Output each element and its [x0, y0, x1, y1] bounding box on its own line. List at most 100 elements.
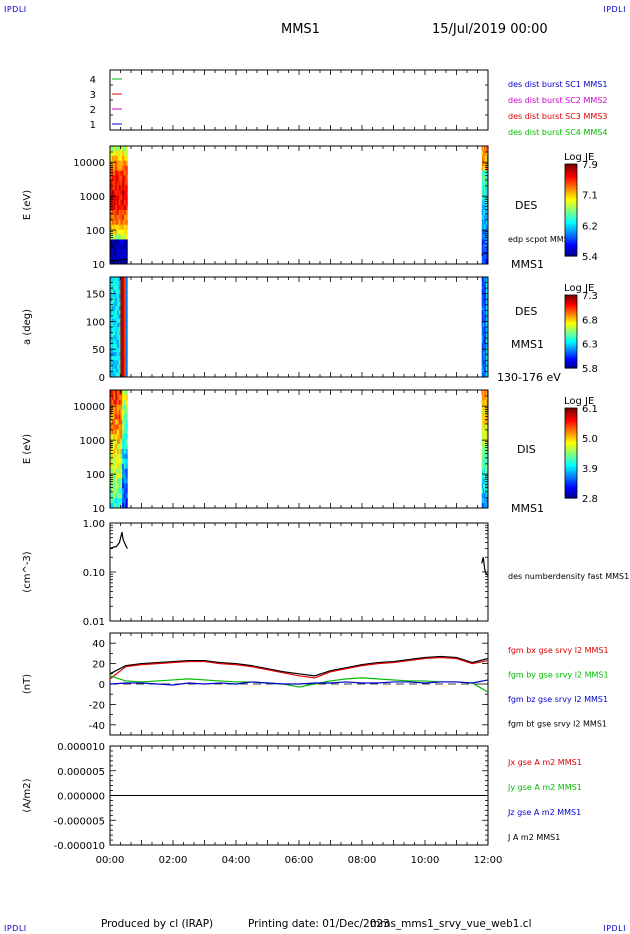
dis_energy-cell	[482, 468, 484, 474]
des_energy-cell	[113, 234, 116, 240]
dis_energy-cell	[485, 503, 487, 509]
des_pitch-cell	[486, 339, 488, 345]
des_pitch-cell	[486, 318, 488, 324]
dis_energy-cell	[484, 424, 486, 430]
des_energy-cell	[484, 239, 486, 245]
dis_energy-cell	[481, 449, 483, 455]
des_energy-cell	[120, 259, 123, 265]
des_pitch-cell	[110, 331, 113, 336]
dis_energy-cell	[120, 409, 123, 415]
dis-energy-colorbar-color-step	[565, 477, 577, 481]
dis_energy-cell	[484, 439, 486, 445]
des_energy-cell	[111, 239, 114, 245]
dis_energy-cell	[481, 424, 483, 430]
des_energy-cell	[120, 175, 123, 181]
dis_energy-cell	[483, 439, 485, 445]
fgm-series-3	[109, 655, 489, 677]
dis_energy-cell	[483, 399, 485, 406]
dis_energy-cell	[484, 453, 486, 460]
current-tick-label: 0.000010	[57, 742, 105, 753]
des_pitch-cell	[486, 314, 488, 320]
des_energy-cell	[483, 205, 485, 211]
dis_energy-cell	[482, 453, 484, 460]
dis_energy-cell	[481, 419, 483, 425]
des_energy-cell	[118, 214, 121, 221]
dis_energy-cell	[118, 478, 121, 484]
des_pitch-cell	[122, 352, 125, 357]
des_energy-cell	[484, 185, 486, 191]
des_pitch-cell	[485, 352, 487, 357]
dis_energy-cell	[123, 434, 126, 440]
des_pitch-cell	[122, 347, 125, 353]
dis_energy-cell	[481, 434, 483, 440]
des_pitch-cell	[125, 327, 128, 332]
dis_energy-cell	[113, 498, 116, 504]
des_energy-cell	[482, 239, 484, 245]
dis_energy-cell	[113, 394, 116, 401]
dis_energy-cell	[486, 493, 488, 499]
des_energy-cell	[122, 229, 125, 235]
des_pitch-cell	[486, 368, 488, 374]
des_energy-cell	[484, 244, 486, 250]
dis_energy-cell	[486, 473, 488, 479]
dis_energy-cell	[485, 468, 487, 474]
dis_energy-cell	[122, 409, 125, 415]
dis_energy-cell	[110, 458, 113, 465]
des_pitch-cell	[120, 327, 123, 332]
des_pitch-cell	[115, 347, 118, 353]
des_pitch-cell	[481, 339, 483, 345]
des_pitch-cell	[111, 352, 114, 357]
dis_energy-cell	[115, 390, 118, 396]
des-energy-colorbar-color-step	[565, 223, 577, 227]
des_energy-cell	[120, 170, 123, 176]
dis_energy-cell	[122, 414, 125, 420]
des_pitch-cell	[125, 343, 128, 349]
dis_energy-cell	[120, 453, 123, 460]
des_pitch-cell	[122, 356, 125, 361]
des_pitch-cell	[485, 297, 487, 303]
des_pitch-cell	[125, 302, 128, 307]
dis_energy-cell	[482, 493, 484, 499]
des_pitch-cell	[483, 314, 485, 320]
des_energy-cell	[483, 219, 485, 226]
des_pitch-cell	[486, 306, 488, 311]
dis_energy-cell	[116, 449, 120, 455]
des_pitch-cell	[111, 289, 114, 295]
des_energy-cell	[118, 180, 121, 186]
des_energy-cell	[484, 219, 486, 226]
dis_energy-cell	[482, 453, 484, 460]
des_pitch-cell	[111, 368, 114, 374]
des_pitch-cell	[115, 318, 118, 324]
dis_energy-cell	[482, 424, 484, 430]
dis_energy-cell	[125, 424, 128, 430]
des_pitch-cell	[486, 352, 488, 357]
dis-energy-colorbar-color-step	[565, 462, 577, 465]
dis_energy-cell	[485, 488, 487, 494]
dis_energy-cell	[123, 404, 126, 411]
des_energy-cell	[120, 150, 123, 157]
des_pitch-cell	[485, 310, 487, 315]
des_pitch-cell	[122, 281, 125, 286]
des-energy-colorbar-color-step	[565, 191, 577, 195]
dis_energy-cell	[125, 434, 128, 440]
des_pitch-cell	[486, 281, 488, 286]
des_pitch-cell	[125, 347, 128, 353]
des_pitch-cell	[482, 281, 484, 286]
des-energy-tick-label: 10	[92, 260, 105, 271]
dis-energy-below-label: MMS1	[511, 502, 544, 515]
dis_energy-cell	[115, 493, 118, 499]
des_energy-cell	[115, 165, 118, 171]
dis_energy-cell	[482, 473, 484, 479]
des_energy-cell	[485, 185, 487, 191]
dis_energy-cell	[482, 473, 484, 479]
des_energy-cell	[115, 150, 118, 157]
des_pitch-cell	[483, 347, 485, 353]
dis_energy-cell	[113, 409, 116, 415]
dis_energy-cell	[116, 468, 120, 474]
des_energy-cell	[481, 190, 483, 196]
des_energy-cell	[125, 170, 128, 176]
dis_energy-cell	[110, 488, 113, 494]
dis_energy-cell	[111, 483, 114, 489]
dis_energy-cell	[125, 404, 128, 411]
dis_energy-cell	[482, 419, 484, 425]
